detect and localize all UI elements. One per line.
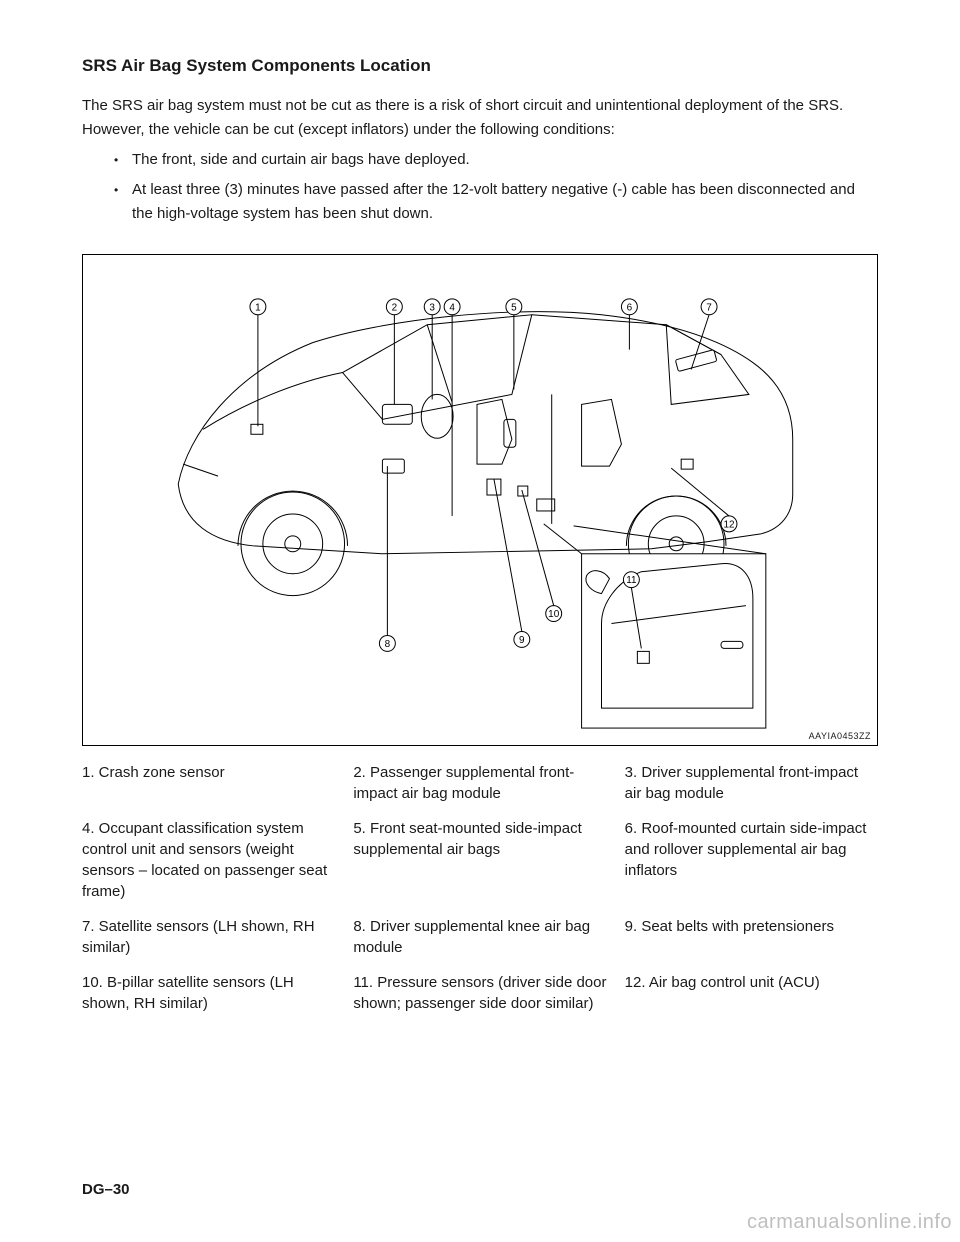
figure-code: AAYIA0453ZZ <box>809 731 871 741</box>
legend-item: 3. Driver supplemental front-impact air … <box>625 762 878 804</box>
svg-text:6: 6 <box>627 302 633 313</box>
bullet-marker-icon: • <box>114 178 132 226</box>
legend-item: 10. B-pillar satellite sensors (LH shown… <box>82 972 335 1014</box>
legend-item: 6. Roof-mounted curtain side-impact and … <box>625 818 878 902</box>
svg-text:4: 4 <box>449 302 455 313</box>
legend-item: 2. Passenger supplemental front-impact a… <box>353 762 606 804</box>
section-heading: SRS Air Bag System Components Location <box>82 56 878 76</box>
legend-item: 8. Driver supplemental knee air bag modu… <box>353 916 606 958</box>
bullet-list: • The front, side and curtain air bags h… <box>114 148 878 226</box>
svg-text:11: 11 <box>626 575 637 586</box>
legend-item: 5. Front seat-mounted side-impact supple… <box>353 818 606 902</box>
svg-text:7: 7 <box>706 302 712 313</box>
legend-item: 11. Pressure sensors (driver side door s… <box>353 972 606 1014</box>
bullet-item: • At least three (3) minutes have passed… <box>114 178 878 226</box>
vehicle-diagram-svg: 123456789101112 <box>83 255 877 745</box>
svg-text:12: 12 <box>723 519 735 530</box>
bullet-text: At least three (3) minutes have passed a… <box>132 178 878 226</box>
svg-text:1: 1 <box>255 302 261 313</box>
svg-text:10: 10 <box>548 609 560 620</box>
page-number: DG–30 <box>82 1181 130 1198</box>
svg-text:2: 2 <box>392 302 398 313</box>
legend-item: 12. Air bag control unit (ACU) <box>625 972 878 1014</box>
bullet-text: The front, side and curtain air bags hav… <box>132 148 878 172</box>
bullet-marker-icon: • <box>114 148 132 172</box>
svg-text:8: 8 <box>385 639 391 650</box>
legend-item: 1. Crash zone sensor <box>82 762 335 804</box>
legend-item: 9. Seat belts with pretensioners <box>625 916 878 958</box>
watermark: carmanualsonline.info <box>747 1211 952 1234</box>
bullet-item: • The front, side and curtain air bags h… <box>114 148 878 172</box>
legend-item: 7. Satellite sensors (LH shown, RH simil… <box>82 916 335 958</box>
diagram-figure: 123456789101112 AAYIA0453ZZ <box>82 254 878 746</box>
intro-paragraph: The SRS air bag system must not be cut a… <box>82 94 878 142</box>
svg-text:3: 3 <box>429 302 435 313</box>
svg-text:9: 9 <box>519 635 525 646</box>
legend-grid: 1. Crash zone sensor 2. Passenger supple… <box>82 762 878 1014</box>
legend-item: 4. Occupant classification system contro… <box>82 818 335 902</box>
svg-text:5: 5 <box>511 302 517 313</box>
